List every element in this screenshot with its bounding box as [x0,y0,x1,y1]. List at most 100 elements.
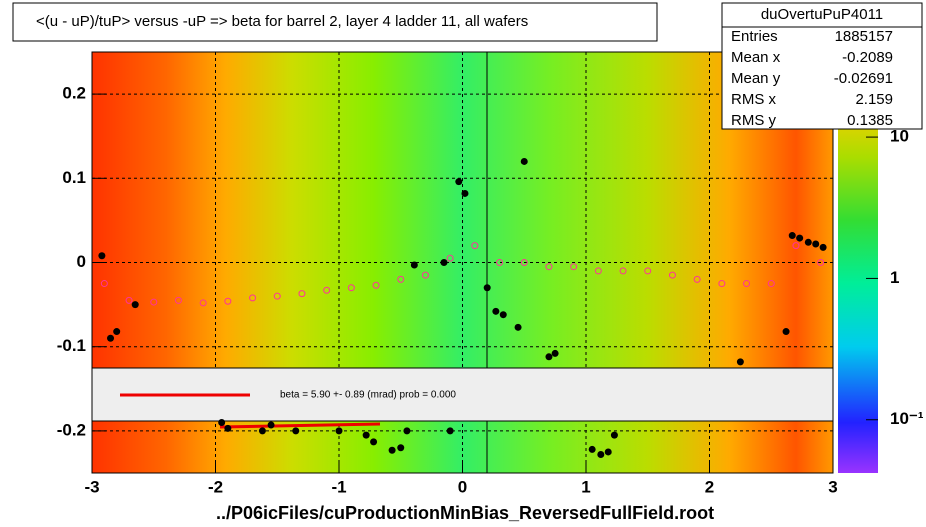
data-point [796,234,804,242]
data-point [520,157,528,165]
stats-name: RMS x [731,91,777,108]
stats-box [721,2,923,130]
data-point [249,294,257,302]
chart-title: <(u - uP)/tuP> versus -uP => beta for ba… [36,13,528,30]
data-point [446,427,454,435]
data-point [224,424,232,432]
data-point [150,298,158,306]
stats-title: duOvertuPuP4011 [761,6,883,23]
data-point [718,280,726,288]
data-point [736,358,744,366]
data-point [421,271,429,279]
data-point [767,280,775,288]
data-point [551,349,559,357]
data-point [397,275,405,283]
data-point [597,450,605,458]
data-point [446,254,454,262]
x-tick-label: 1 [581,477,590,496]
data-point [792,242,800,250]
data-point [323,286,331,294]
data-point [218,418,226,426]
data-point [514,323,522,331]
data-point [619,267,627,275]
y-tick-label: 0 [77,252,86,271]
data-point [610,431,618,439]
data-point [388,446,396,454]
data-point [292,427,300,435]
stats-name: Mean x [731,49,781,66]
stats-value: -0.02691 [834,70,893,87]
data-point [107,334,115,342]
data-point [224,297,232,305]
data-point [545,263,553,271]
data-point [782,328,790,336]
x-axis-label: ../P06icFiles/cuProductionMinBias_Revers… [216,503,714,523]
stats-value: 0.1385 [847,112,893,129]
data-point [174,296,182,304]
data-point [817,259,825,266]
data-point [668,271,676,279]
data-point [372,281,380,289]
stats-name: RMS y [731,112,777,129]
data-point [743,280,751,288]
z-tick-label: 10 [890,127,909,146]
data-point [644,267,652,275]
data-point [788,232,796,240]
data-point [258,427,266,435]
data-point [98,252,106,260]
y-tick-label: 0.2 [62,84,86,103]
data-point [471,242,479,250]
data-point [496,259,504,266]
data-point [570,263,578,271]
data-point [499,311,507,319]
data-point [693,275,701,283]
x-tick-label: 3 [828,477,837,496]
x-tick-label: 0 [458,477,467,496]
data-point [397,444,405,452]
data-point [131,301,139,309]
data-point [483,284,491,292]
data-point [199,299,207,307]
data-point [819,243,827,251]
data-point [461,189,469,197]
stats-name: Mean y [731,70,781,87]
data-point [113,328,121,336]
stats-value: 1885157 [835,28,893,45]
data-point [594,267,602,275]
data-point [455,178,463,186]
y-tick-label: -0.2 [57,420,86,439]
data-point [520,259,528,266]
stats-value: -0.2089 [842,49,893,66]
data-point [440,259,448,266]
stats-name: Entries [731,28,778,45]
x-tick-label: -3 [84,477,99,496]
data-point [604,448,612,456]
data-point [410,261,418,269]
data-point [125,296,133,304]
x-tick-label: 2 [705,477,714,496]
data-point [492,307,500,315]
stats-value: 2.159 [855,91,893,108]
data-point [335,427,343,435]
fit-line [219,422,381,429]
data-point [370,438,378,446]
data-point [812,240,820,248]
fit-label: beta = 5.90 +- 0.89 (mrad) prob = 0.000 [280,390,456,401]
data-point [100,280,108,288]
z-tick-label: 1 [890,268,899,287]
data-point [298,290,306,298]
data-point [403,427,411,435]
x-tick-label: -2 [208,477,223,496]
title-box [12,2,658,42]
y-tick-label: 0.1 [62,168,86,187]
data-point [347,284,355,292]
data-point [273,292,281,300]
y-tick-label: -0.1 [57,336,86,355]
data-point [267,421,275,429]
data-point [588,445,596,453]
data-point [362,431,370,439]
x-tick-label: -1 [331,477,346,496]
z-tick-label: 10⁻¹ [890,409,924,428]
